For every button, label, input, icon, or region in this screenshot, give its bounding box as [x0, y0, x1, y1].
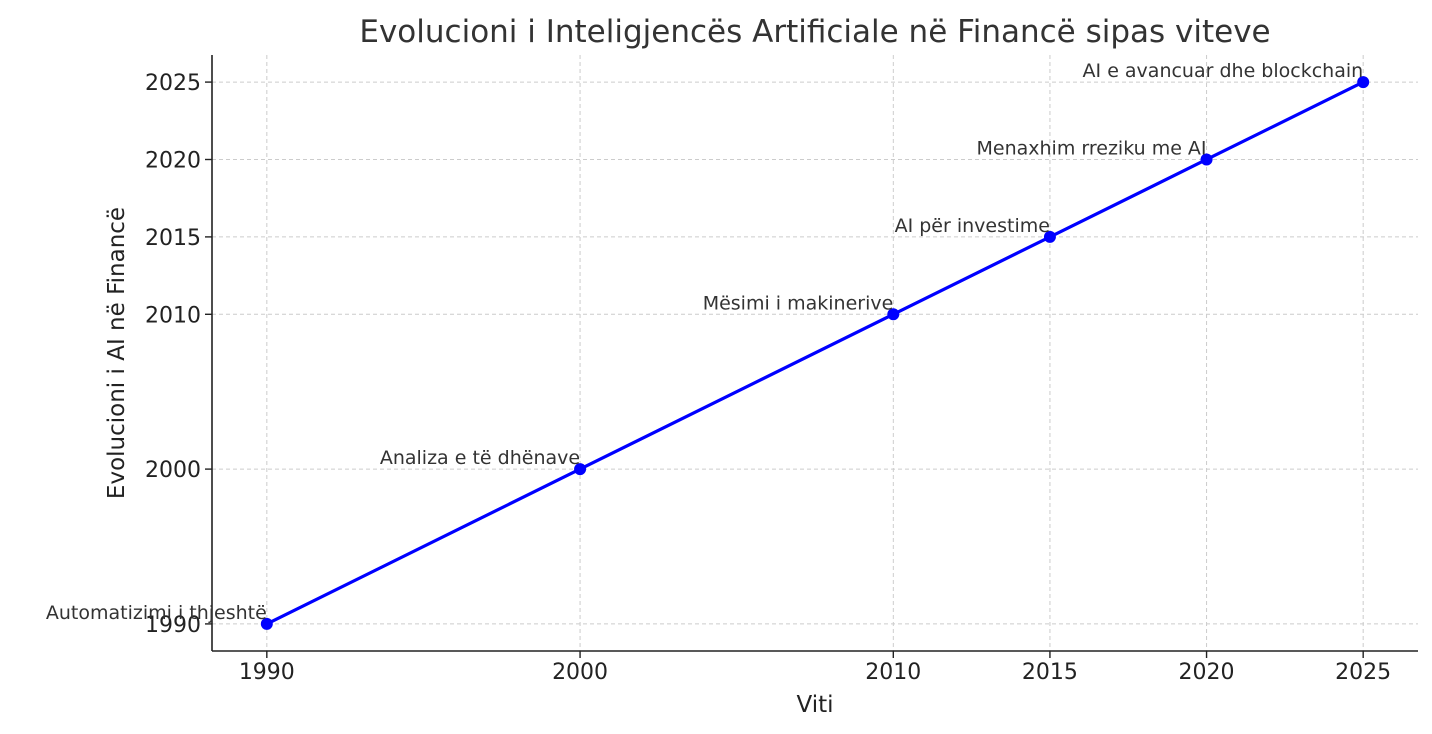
y-tick-label: 2010: [145, 303, 201, 328]
data-point: [1200, 153, 1213, 166]
x-tick-label: 2025: [1335, 660, 1391, 685]
data-point: [1357, 76, 1370, 89]
y-tick-label: 1990: [145, 613, 201, 638]
x-tick-label: 2000: [552, 660, 608, 685]
grid: [212, 55, 1418, 651]
y-tick-label: 2025: [145, 71, 201, 96]
x-tick-label: 2015: [1022, 660, 1078, 685]
point-annotation: Mësimi i makinerive: [703, 292, 894, 314]
data-point: [1043, 230, 1056, 243]
data-point: [574, 463, 587, 476]
y-tick-label: 2020: [145, 148, 201, 173]
x-axis-label: Viti: [796, 692, 833, 718]
series-line: [266, 80, 1364, 626]
point-annotation: Menaxhim rreziku me AI: [977, 137, 1207, 159]
axes: [211, 55, 1418, 652]
series: [260, 76, 1370, 630]
point-annotation: AI e avancuar dhe blockchain: [1083, 60, 1364, 82]
point-annotation: AI për investime: [895, 215, 1050, 237]
chart-title: Evolucioni i Inteligjencës Artificiale n…: [359, 14, 1270, 50]
data-point: [887, 308, 900, 321]
data-point: [260, 617, 273, 630]
y-tick-label: 2015: [145, 226, 201, 251]
y-axis-label: Evolucioni i AI në Financë: [104, 207, 130, 499]
y-tick-label: 2000: [145, 458, 201, 483]
point-annotation: Automatizimi i thjeshtë: [46, 602, 267, 624]
annotations: Automatizimi i thjeshtë Analiza e të dhën…: [46, 60, 1363, 624]
x-tick-label: 1990: [239, 660, 295, 685]
point-annotation: Analiza e të dhënave: [380, 447, 580, 469]
x-tick-label: 2020: [1179, 660, 1235, 685]
x-tick-label: 2010: [865, 660, 921, 685]
ticks: 1990 2000 2010 2015 2020 2025 1990 2000 2010 2015…: [145, 71, 1391, 685]
